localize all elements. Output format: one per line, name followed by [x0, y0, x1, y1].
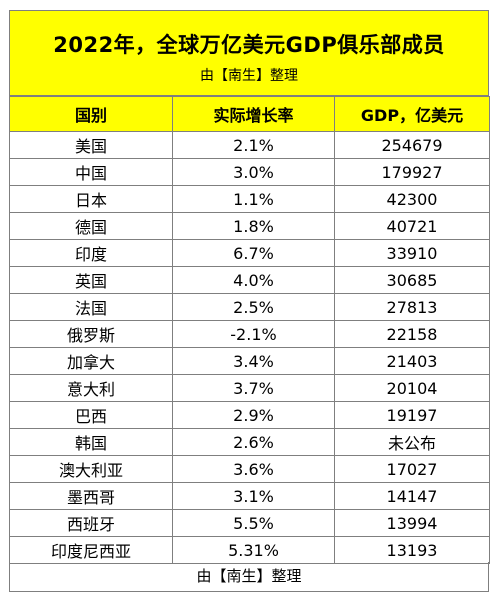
- cell-country[interactable]: 巴西: [9, 401, 173, 429]
- header-row: 国别 实际增长率 GDP，亿美元: [9, 96, 490, 132]
- table-row: 西班牙 5.5% 13994: [9, 509, 490, 537]
- cell-country[interactable]: 韩国: [9, 428, 173, 456]
- cell-country[interactable]: 中国: [9, 158, 173, 186]
- cell-country[interactable]: 俄罗斯: [9, 320, 173, 348]
- cell-growth[interactable]: 5.31%: [172, 536, 335, 564]
- cell-growth[interactable]: 3.4%: [172, 347, 335, 375]
- cell-growth[interactable]: 3.6%: [172, 455, 335, 483]
- table-row: 韩国 2.6% 未公布: [9, 428, 490, 456]
- cell-country[interactable]: 西班牙: [9, 509, 173, 537]
- table-row: 印度 6.7% 33910: [9, 239, 490, 267]
- table-row: 德国 1.8% 40721: [9, 212, 490, 240]
- cell-gdp[interactable]: 179927: [334, 158, 490, 186]
- cell-gdp[interactable]: 17027: [334, 455, 490, 483]
- cell-growth[interactable]: -2.1%: [172, 320, 335, 348]
- cell-growth[interactable]: 2.9%: [172, 401, 335, 429]
- cell-country[interactable]: 墨西哥: [9, 482, 173, 510]
- table-body: 美国 2.1% 254679 中国 3.0% 179927 日本 1.1% 42300 德国 1.8…: [9, 131, 490, 564]
- cell-gdp[interactable]: 20104: [334, 374, 490, 402]
- header-growth[interactable]: 实际增长率: [172, 96, 335, 132]
- cell-gdp[interactable]: 21403: [334, 347, 490, 375]
- table-row: 日本 1.1% 42300: [9, 185, 490, 213]
- table-row: 英国 4.0% 30685: [9, 266, 490, 294]
- table-row: 墨西哥 3.1% 14147: [9, 482, 490, 510]
- cell-country[interactable]: 加拿大: [9, 347, 173, 375]
- cell-gdp[interactable]: 27813: [334, 293, 490, 321]
- cell-growth[interactable]: 2.6%: [172, 428, 335, 456]
- cell-gdp[interactable]: 42300: [334, 185, 490, 213]
- table-row: 俄罗斯 -2.1% 22158: [9, 320, 490, 348]
- table-row: 澳大利亚 3.6% 17027: [9, 455, 490, 483]
- cell-gdp[interactable]: 254679: [334, 131, 490, 159]
- cell-gdp[interactable]: 30685: [334, 266, 490, 294]
- cell-country[interactable]: 印度尼西亚: [9, 536, 173, 564]
- cell-country[interactable]: 英国: [9, 266, 173, 294]
- page-title: 2022年，全球万亿美元GDP俱乐部成员: [53, 33, 445, 57]
- header-gdp[interactable]: GDP，亿美元: [334, 96, 490, 132]
- table-row: 美国 2.1% 254679: [9, 131, 490, 159]
- cell-gdp[interactable]: 19197: [334, 401, 490, 429]
- cell-gdp[interactable]: 未公布: [334, 428, 490, 456]
- cell-growth[interactable]: 2.1%: [172, 131, 335, 159]
- cell-country[interactable]: 澳大利亚: [9, 455, 173, 483]
- table-row: 加拿大 3.4% 21403: [9, 347, 490, 375]
- cell-growth[interactable]: 1.8%: [172, 212, 335, 240]
- cell-gdp[interactable]: 33910: [334, 239, 490, 267]
- table-row: 中国 3.0% 179927: [9, 158, 490, 186]
- cell-country[interactable]: 美国: [9, 131, 173, 159]
- page-subtitle: 由【南生】整理: [200, 68, 298, 84]
- table-row: 意大利 3.7% 20104: [9, 374, 490, 402]
- cell-growth[interactable]: 2.5%: [172, 293, 335, 321]
- table-row: 法国 2.5% 27813: [9, 293, 490, 321]
- cell-growth[interactable]: 6.7%: [172, 239, 335, 267]
- cell-country[interactable]: 法国: [9, 293, 173, 321]
- footer-note: 由【南生】整理: [9, 562, 489, 592]
- title-banner: 2022年，全球万亿美元GDP俱乐部成员 由【南生】整理: [9, 10, 489, 96]
- cell-growth[interactable]: 3.1%: [172, 482, 335, 510]
- cell-gdp[interactable]: 22158: [334, 320, 490, 348]
- cell-gdp[interactable]: 13994: [334, 509, 490, 537]
- cell-gdp[interactable]: 13193: [334, 536, 490, 564]
- cell-growth[interactable]: 4.0%: [172, 266, 335, 294]
- cell-growth[interactable]: 1.1%: [172, 185, 335, 213]
- table-row: 巴西 2.9% 19197: [9, 401, 490, 429]
- header-country[interactable]: 国别: [9, 96, 173, 132]
- cell-growth[interactable]: 3.0%: [172, 158, 335, 186]
- cell-country[interactable]: 日本: [9, 185, 173, 213]
- cell-growth[interactable]: 3.7%: [172, 374, 335, 402]
- cell-gdp[interactable]: 40721: [334, 212, 490, 240]
- cell-gdp[interactable]: 14147: [334, 482, 490, 510]
- cell-growth[interactable]: 5.5%: [172, 509, 335, 537]
- gdp-table: 国别 实际增长率 GDP，亿美元 美国 2.1% 254679 中国 3.0% 17992…: [9, 96, 490, 564]
- cell-country[interactable]: 意大利: [9, 374, 173, 402]
- table-row: 印度尼西亚 5.31% 13193: [9, 536, 490, 564]
- cell-country[interactable]: 印度: [9, 239, 173, 267]
- cell-country[interactable]: 德国: [9, 212, 173, 240]
